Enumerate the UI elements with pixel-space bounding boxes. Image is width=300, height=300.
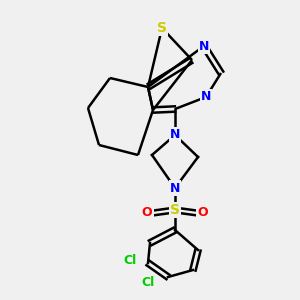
Text: N: N: [201, 91, 211, 103]
Text: N: N: [170, 182, 180, 194]
Text: N: N: [170, 128, 180, 142]
Text: Cl: Cl: [123, 254, 136, 266]
Text: S: S: [170, 203, 180, 217]
Text: N: N: [199, 40, 209, 52]
Text: S: S: [157, 21, 167, 35]
Text: O: O: [198, 206, 208, 220]
Text: O: O: [142, 206, 152, 220]
Text: Cl: Cl: [141, 277, 154, 290]
